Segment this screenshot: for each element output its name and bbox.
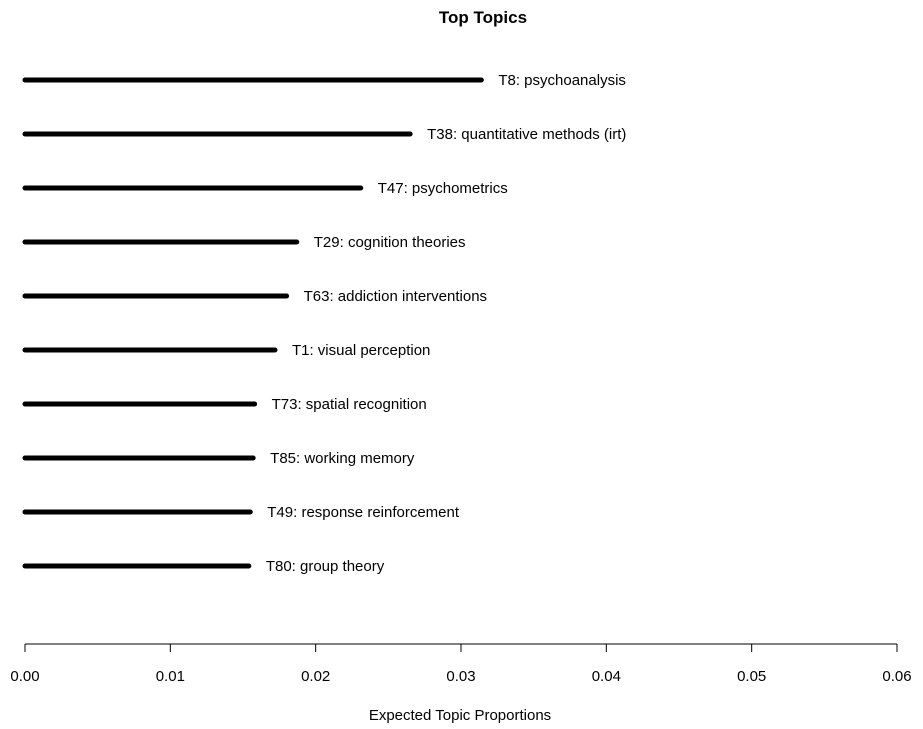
bars-group: T8: psychoanalysis T38: quantitative meth… (22, 72, 626, 575)
bar-label: T85: working memory (270, 450, 415, 467)
x-axis: 0.00 0.01 0.02 0.03 0.04 0.05 0.06 (10, 643, 912, 685)
x-tick-label: 0.06 (882, 668, 911, 685)
x-axis-label: Expected Topic Proportions (369, 707, 551, 724)
bar-label: T38: quantitative methods (irt) (427, 126, 626, 143)
bar-label: T73: spatial recognition (272, 396, 427, 413)
x-tick-label: 0.04 (592, 668, 621, 685)
bar-label: T1: visual perception (292, 342, 430, 359)
bar-label: T49: response reinforcement (267, 504, 460, 521)
bar-label: T8: psychoanalysis (498, 72, 626, 89)
x-tick-label: 0.00 (10, 668, 39, 685)
x-ticks: 0.00 0.01 0.02 0.03 0.04 0.05 0.06 (10, 644, 912, 685)
x-tick-label: 0.02 (301, 668, 330, 685)
bar-label: T29: cognition theories (314, 234, 466, 251)
bar-label: T63: addiction interventions (304, 288, 487, 305)
x-tick-label: 0.01 (156, 668, 185, 685)
x-tick-label: 0.03 (446, 668, 475, 685)
x-tick-label: 0.05 (737, 668, 766, 685)
bar-label: T80: group theory (266, 558, 385, 575)
chart-title: Top Topics (439, 8, 527, 27)
bar-label: T47: psychometrics (378, 180, 508, 197)
